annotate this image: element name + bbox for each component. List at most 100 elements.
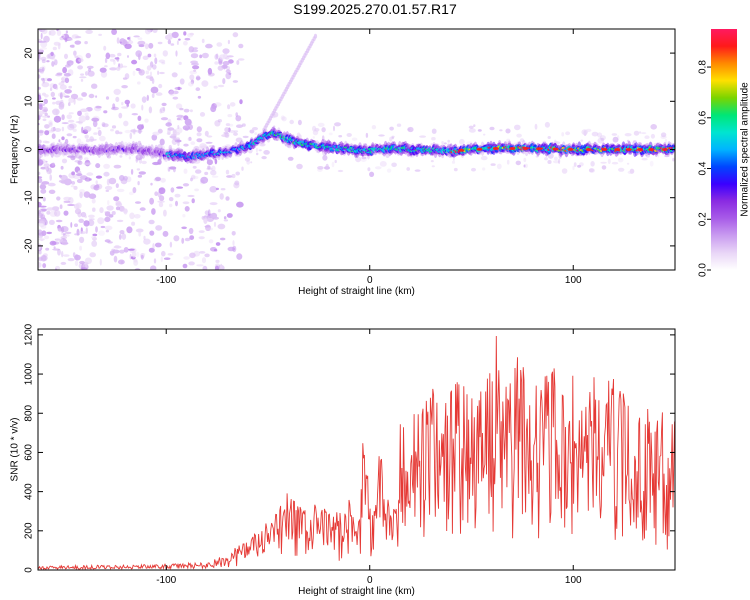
noise-speckle: [367, 167, 371, 172]
noise-speckle: [157, 70, 160, 76]
noise-speckle: [222, 78, 226, 85]
noise-speckle: [46, 60, 50, 63]
noise-speckle: [580, 139, 584, 142]
noise-speckle: [138, 53, 141, 61]
noise-speckle: [389, 126, 394, 131]
noise-speckle: [597, 132, 603, 138]
noise-speckle: [296, 163, 303, 170]
noise-speckle: [38, 74, 41, 79]
noise-speckle: [196, 138, 203, 143]
tone-peak: [585, 148, 592, 151]
noise-speckle: [43, 163, 50, 168]
noise-speckle: [77, 160, 83, 165]
y-tick-label: 400: [24, 483, 35, 500]
noise-speckle: [190, 60, 199, 64]
noise-speckle: [150, 86, 159, 94]
noise-speckle: [85, 52, 92, 59]
noise-speckle: [104, 185, 113, 191]
noise-speckle: [93, 132, 98, 135]
noise-speckle: [146, 65, 152, 71]
noise-speckle: [78, 231, 87, 235]
noise-speckle: [191, 198, 195, 204]
noise-speckle: [141, 104, 144, 111]
noise-speckle: [149, 230, 155, 236]
noise-speckle: [50, 51, 54, 57]
noise-speckle: [81, 92, 87, 97]
y-tick-label: -20: [24, 238, 35, 253]
tone-peak: [601, 148, 608, 151]
noise-speckle: [334, 122, 341, 127]
noise-speckle: [204, 225, 211, 228]
noise-speckle: [60, 226, 69, 233]
noise-speckle: [51, 57, 56, 61]
noise-speckle: [226, 55, 234, 58]
noise-speckle: [365, 132, 369, 138]
noise-speckle: [430, 143, 433, 146]
noise-speckle: [51, 61, 55, 67]
noise-speckle: [317, 122, 325, 127]
noise-speckle: [84, 257, 92, 265]
noise-speckle: [140, 253, 145, 259]
noise-speckle: [73, 185, 78, 190]
noise-speckle: [118, 112, 123, 119]
noise-speckle: [196, 126, 202, 133]
noise-speckle: [227, 39, 230, 45]
noise-speckle: [92, 233, 98, 237]
noise-speckle: [473, 124, 476, 127]
noise-speckle: [217, 223, 226, 230]
noise-speckle: [111, 106, 119, 111]
noise-speckle: [74, 55, 79, 58]
noise-speckle: [505, 128, 511, 134]
noise-speckle: [44, 124, 50, 129]
noise-speckle: [137, 81, 141, 85]
noise-speckle: [119, 249, 125, 254]
noise-speckle: [211, 165, 216, 172]
noise-speckle: [236, 253, 243, 260]
noise-speckle: [223, 131, 229, 134]
noise-speckle: [182, 201, 190, 205]
tone-peak: [661, 148, 668, 151]
noise-speckle: [561, 168, 568, 174]
noise-speckle: [84, 177, 92, 182]
y-tick-label: 800: [24, 404, 35, 421]
noise-speckle: [122, 208, 128, 214]
noise-speckle: [45, 167, 48, 171]
noise-speckle: [38, 177, 43, 184]
noise-speckle: [172, 96, 179, 100]
noise-speckle: [38, 52, 41, 59]
noise-speckle: [547, 160, 552, 164]
noise-speckle: [59, 204, 63, 209]
noise-speckle: [170, 133, 177, 139]
noise-speckle: [179, 78, 185, 85]
noise-speckle: [325, 163, 329, 169]
noise-speckle: [672, 157, 675, 162]
noise-speckle: [107, 200, 110, 206]
noise-speckle: [226, 175, 233, 178]
noise-speckle: [131, 221, 136, 226]
noise-speckle: [515, 160, 521, 166]
noise-speckle: [46, 54, 51, 59]
noise-speckle: [89, 220, 94, 223]
noise-speckle: [431, 128, 437, 134]
noise-speckle: [173, 235, 180, 242]
noise-speckle: [78, 115, 87, 123]
noise-speckle: [55, 237, 64, 243]
noise-speckle: [225, 57, 230, 60]
noise-speckle: [61, 114, 65, 121]
noise-speckle: [599, 135, 606, 141]
noise-speckle: [496, 163, 502, 170]
noise-speckle: [58, 174, 62, 178]
noise-speckle: [182, 125, 191, 131]
noise-speckle: [56, 196, 61, 201]
noise-speckle: [196, 264, 204, 267]
spectrogram-layer: [38, 29, 675, 270]
noise-speckle: [38, 257, 44, 260]
noise-speckle: [183, 143, 189, 147]
noise-speckle: [116, 188, 125, 193]
noise-speckle: [83, 220, 90, 227]
noise-speckle: [581, 129, 588, 136]
noise-speckle: [129, 132, 133, 140]
noise-speckle: [189, 252, 196, 259]
noise-speckle: [151, 93, 155, 98]
noise-speckle: [48, 219, 55, 225]
